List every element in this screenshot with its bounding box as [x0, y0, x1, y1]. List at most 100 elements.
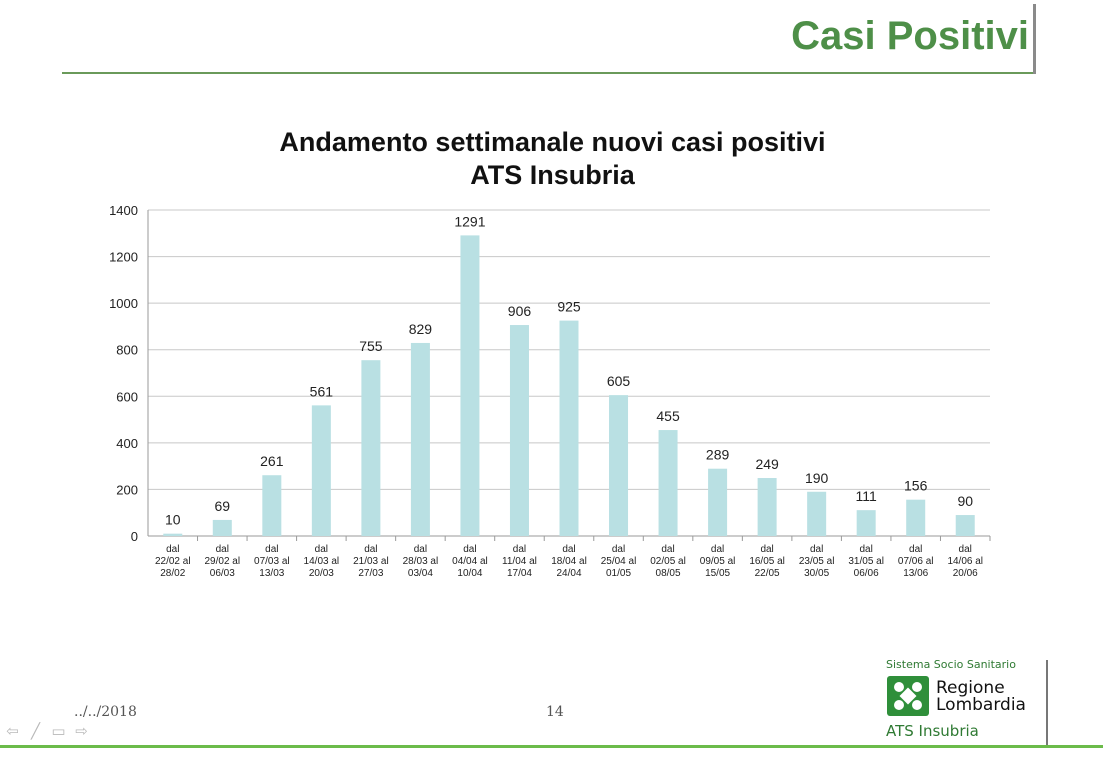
x-tick-label: dal 28/03 al 03/04	[403, 544, 439, 579]
y-tick-label: 400	[116, 436, 138, 451]
title-vertical-rule	[1033, 4, 1036, 74]
x-tick-label-line: dal	[909, 544, 922, 555]
bar	[906, 499, 926, 536]
x-tick-label-line: 28/02	[160, 568, 185, 579]
x-tick-label-line: 04/04 al	[452, 556, 488, 567]
slide-title: Casi Positivi	[791, 14, 1029, 58]
x-tick-label-line: 20/06	[953, 568, 978, 579]
y-tick-label: 1400	[109, 203, 138, 218]
x-tick-label-line: 14/06 al	[947, 556, 983, 567]
data-label: 261	[260, 453, 284, 469]
x-tick-label: dal 31/05 al 06/06	[848, 544, 884, 579]
x-tick-label-line: dal	[959, 544, 972, 555]
data-label: 605	[607, 373, 631, 389]
x-tick-label: dal 09/05 al 15/05	[700, 544, 736, 579]
x-tick-label-line: 17/04	[507, 568, 532, 579]
bar	[856, 510, 876, 536]
x-tick-label-line: 20/03	[309, 568, 334, 579]
x-tick-label-line: dal	[463, 544, 476, 555]
x-tick-label: dal 14/03 al 20/03	[304, 544, 340, 579]
data-label: 111	[856, 488, 877, 504]
x-tick-label-line: 31/05 al	[848, 556, 884, 567]
data-label: 1291	[454, 213, 485, 229]
previous-slide-icon[interactable]: ⇦	[6, 722, 19, 740]
x-tick-label-line: 10/04	[457, 568, 482, 579]
data-label: 755	[359, 338, 383, 354]
chart-title: Andamento settimanale nuovi casi positiv…	[150, 126, 955, 192]
footer-date: ../../2018	[74, 704, 137, 720]
x-tick-label: dal 11/04 al 17/04	[502, 544, 537, 579]
x-tick-label: dal 16/05 al 22/05	[749, 544, 785, 579]
x-tick-label-line: 23/05 al	[799, 556, 835, 567]
y-tick-label: 600	[116, 389, 138, 404]
bar	[658, 430, 678, 536]
logo-subtext: ATS Insubria	[886, 722, 979, 740]
data-label: 190	[805, 470, 829, 486]
x-tick-label-line: dal	[364, 544, 377, 555]
x-tick-label-line: 11/04 al	[502, 556, 537, 567]
x-tick-label-line: dal	[562, 544, 575, 555]
x-tick-label-line: dal	[414, 544, 427, 555]
menu-icon[interactable]: ▭	[51, 722, 66, 740]
bar	[757, 478, 777, 536]
x-tick-label-line: 27/03	[358, 568, 383, 579]
bar	[955, 515, 975, 536]
data-label: 925	[557, 299, 581, 315]
data-label: 561	[310, 383, 334, 399]
x-tick-label-line: 25/04 al	[601, 556, 637, 567]
data-label: 455	[656, 408, 680, 424]
bar	[163, 533, 183, 536]
x-tick-label-line: 22/02 al	[155, 556, 191, 567]
x-tick-label: dal 22/02 al 28/02	[155, 544, 191, 579]
x-tick-label-line: 06/06	[854, 568, 879, 579]
logo-vertical-rule	[1046, 660, 1048, 747]
x-tick-label-line: 02/05 al	[650, 556, 686, 567]
x-tick-label-line: dal	[166, 544, 179, 555]
title-underline	[62, 72, 1035, 74]
x-tick-label-line: 03/04	[408, 568, 433, 579]
x-tick-label-line: 01/05	[606, 568, 631, 579]
chart-title-line1: Andamento settimanale nuovi casi positiv…	[279, 127, 826, 157]
x-tick-label-line: dal	[513, 544, 526, 555]
x-tick-label-line: 15/05	[705, 568, 730, 579]
bar	[807, 491, 827, 536]
data-label: 10	[165, 512, 181, 528]
x-tick-label-line: 18/04 al	[551, 556, 587, 567]
x-tick-label-line: 08/05	[656, 568, 681, 579]
next-slide-icon[interactable]: ⇨	[75, 722, 88, 740]
x-tick-label: dal 02/05 al 08/05	[650, 544, 686, 579]
x-tick-label: dal 04/04 al 10/04	[452, 544, 488, 579]
bar	[311, 405, 331, 536]
y-tick-label: 1200	[109, 250, 138, 265]
x-tick-label-line: dal	[859, 544, 872, 555]
x-tick-label-line: dal	[810, 544, 823, 555]
x-tick-label-line: 13/03	[259, 568, 284, 579]
x-tick-label: dal 25/04 al 01/05	[601, 544, 637, 579]
x-tick-label: dal 23/05 al 30/05	[799, 544, 835, 579]
pen-icon[interactable]: ╱	[30, 722, 41, 740]
x-tick-label-line: 07/03 al	[254, 556, 290, 567]
x-tick-label-line: 16/05 al	[749, 556, 785, 567]
x-tick-label-line: dal	[216, 544, 229, 555]
x-tick-label-line: 06/03	[210, 568, 235, 579]
data-label: 90	[957, 493, 973, 509]
x-tick-label-line: dal	[612, 544, 625, 555]
x-tick-label-line: 28/03 al	[403, 556, 439, 567]
data-label: 69	[215, 498, 231, 514]
y-tick-label: 0	[131, 529, 138, 544]
logo-name-line1: Regione	[936, 678, 1005, 698]
bar	[410, 342, 430, 536]
data-label: 829	[409, 321, 433, 337]
slide-nav: ⇦ ╱ ▭ ⇨	[4, 722, 90, 740]
x-tick-label: dal 14/06 al 20/06	[947, 544, 983, 579]
data-label: 156	[904, 478, 928, 494]
x-tick-label: dal 21/03 al 27/03	[353, 544, 389, 579]
y-tick-label: 1000	[109, 296, 138, 311]
logo-name-line2: Lombardia	[936, 695, 1026, 715]
x-tick-label-line: 22/05	[755, 568, 780, 579]
data-label: 289	[706, 447, 730, 463]
y-tick-label: 200	[116, 482, 138, 497]
x-tick-label-line: 13/06	[903, 568, 928, 579]
bar	[212, 519, 232, 536]
